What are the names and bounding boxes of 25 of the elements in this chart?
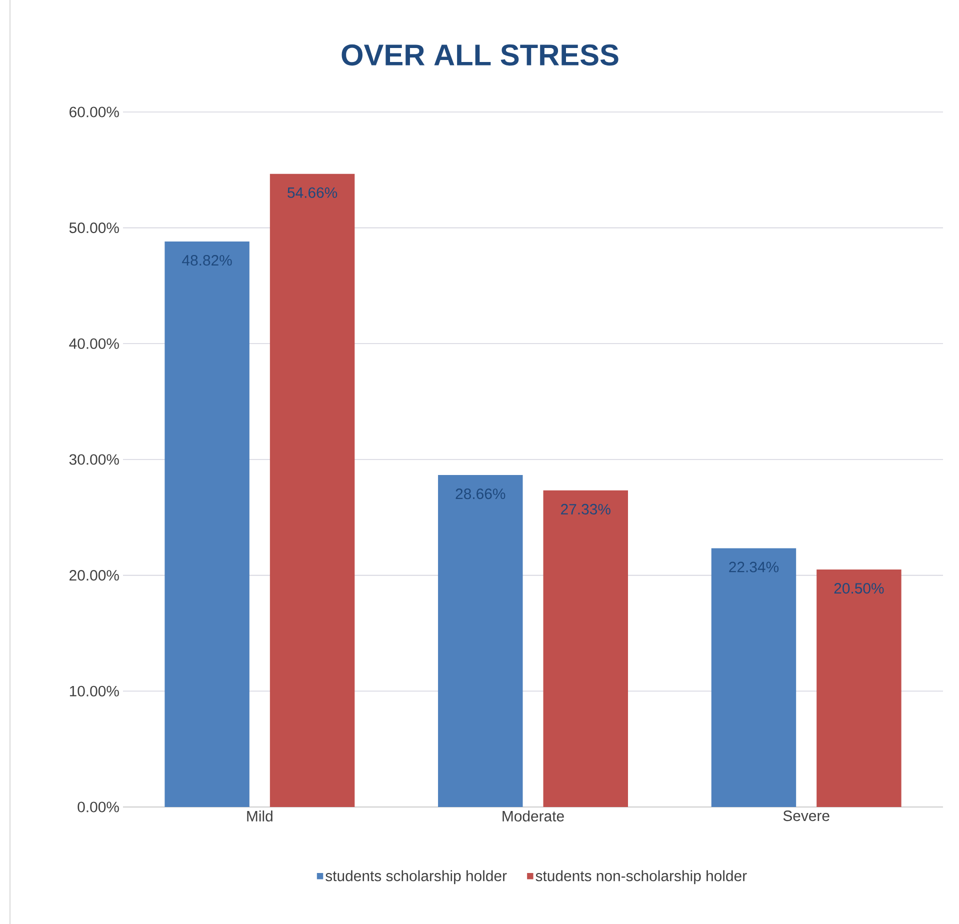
bar — [164, 241, 250, 807]
data-label: 20.50% — [834, 583, 884, 594]
data-label: 28.66% — [456, 488, 506, 500]
y-tick-label: 60.00% — [70, 106, 119, 118]
y-tick-label: 10.00% — [70, 686, 119, 696]
x-tick-label: Moderate — [502, 810, 564, 822]
data-label: 27.33% — [561, 504, 610, 515]
chart-title: OVER ALL STRESS — [342, 44, 618, 66]
legend-label: students non-scholarship holder — [536, 870, 747, 884]
x-tick-label: Severe — [783, 810, 830, 822]
data-label: 48.82% — [182, 255, 232, 266]
bar — [711, 548, 796, 807]
y-tick-label: 40.00% — [69, 338, 119, 349]
y-tick-label: 0.00% — [78, 802, 119, 812]
bar — [816, 570, 902, 807]
bar — [438, 475, 523, 807]
bar — [270, 174, 355, 807]
x-tick-label: Mild — [247, 810, 272, 822]
data-label: 22.34% — [729, 562, 779, 572]
y-tick-label: 50.00% — [69, 222, 119, 234]
bar — [543, 490, 628, 807]
y-tick-label: 20.00% — [70, 570, 119, 581]
legend-label: students scholarship holder — [326, 870, 507, 884]
y-tick-label: 30.00% — [69, 454, 119, 465]
data-label: 54.66% — [288, 187, 338, 198]
